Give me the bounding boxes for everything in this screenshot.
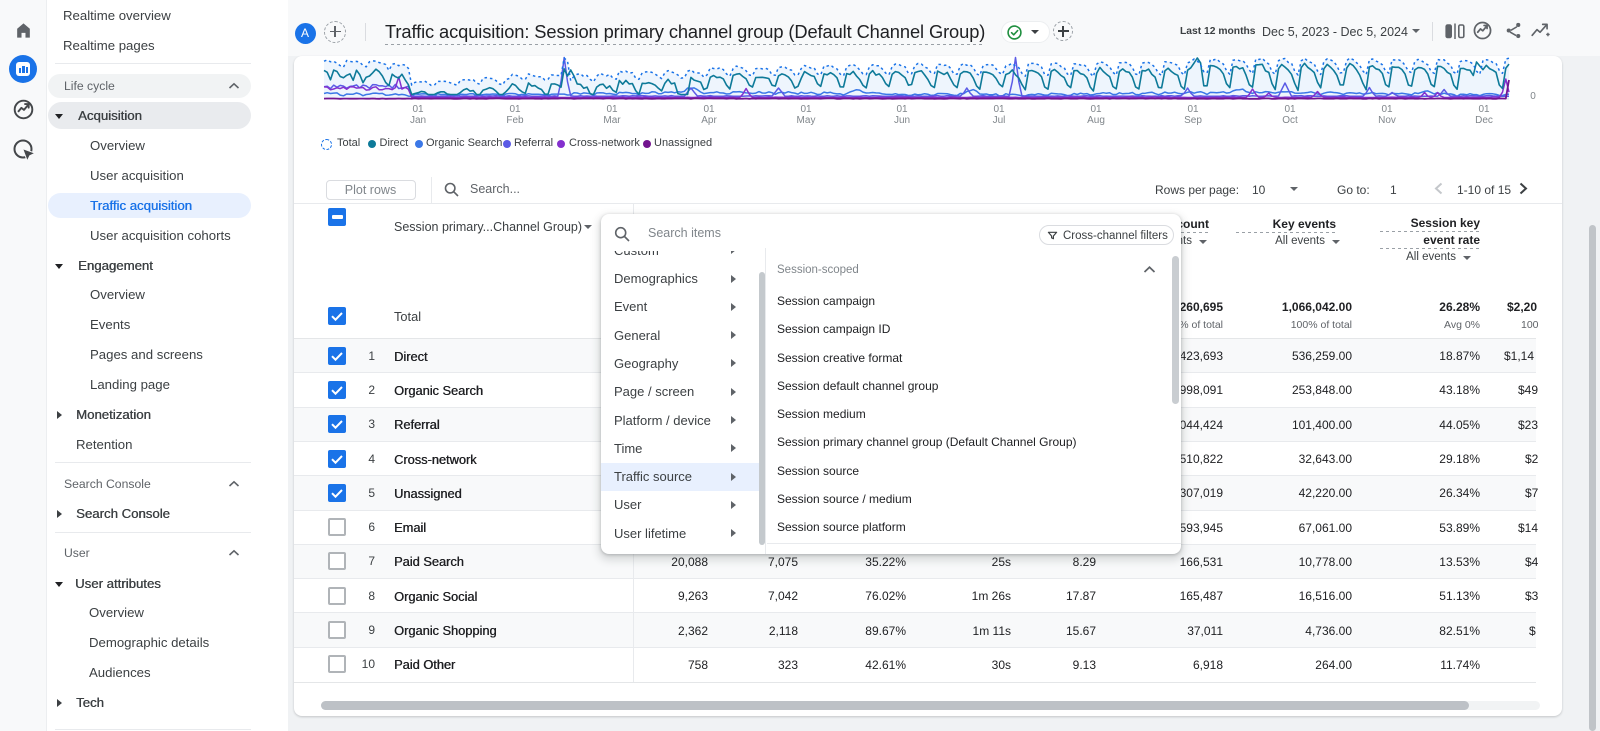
svg-text:01: 01 xyxy=(1090,104,1102,115)
svg-text:01: 01 xyxy=(412,104,424,115)
svg-text:Jun: Jun xyxy=(894,115,910,126)
svg-text:01: 01 xyxy=(509,104,521,115)
svg-text:01: 01 xyxy=(606,104,618,115)
svg-text:0: 0 xyxy=(1530,91,1536,102)
svg-text:Feb: Feb xyxy=(506,115,524,126)
svg-text:Nov: Nov xyxy=(1378,115,1396,126)
svg-text:Sep: Sep xyxy=(1184,115,1202,126)
svg-text:01: 01 xyxy=(800,104,812,115)
svg-text:Mar: Mar xyxy=(603,115,621,126)
svg-text:01: 01 xyxy=(1381,104,1393,115)
svg-text:Apr: Apr xyxy=(701,115,717,126)
svg-text:01: 01 xyxy=(896,104,908,115)
svg-text:May: May xyxy=(797,115,816,126)
svg-text:Jan: Jan xyxy=(410,115,426,126)
svg-text:01: 01 xyxy=(703,104,715,115)
svg-text:Dec: Dec xyxy=(1475,115,1493,126)
svg-text:Aug: Aug xyxy=(1087,115,1105,126)
svg-text:01: 01 xyxy=(993,104,1005,115)
svg-text:Oct: Oct xyxy=(1282,115,1298,126)
svg-text:01: 01 xyxy=(1478,104,1490,115)
svg-text:01: 01 xyxy=(1284,104,1296,115)
svg-text:01: 01 xyxy=(1187,104,1199,115)
svg-text:Jul: Jul xyxy=(993,115,1006,126)
